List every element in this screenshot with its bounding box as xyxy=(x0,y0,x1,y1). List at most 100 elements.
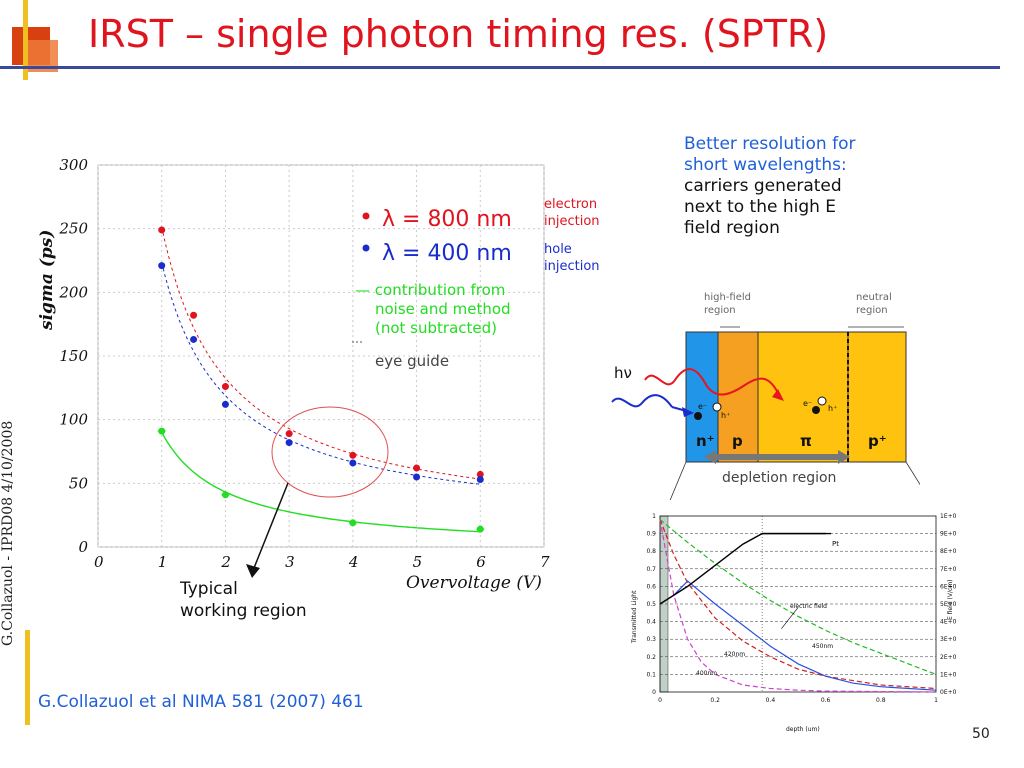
transmission-x-tick: 0.8 xyxy=(876,697,886,704)
annotation-typical: Typical xyxy=(179,579,238,599)
field-pointer xyxy=(781,607,799,629)
electron-2 xyxy=(812,406,820,414)
transmission-y-tick: 0.9 xyxy=(646,531,656,538)
transmission-y-tick: 0.7 xyxy=(646,566,656,573)
data-point-series-0 xyxy=(190,311,198,319)
zoom-line-left xyxy=(669,461,687,500)
y-tick-label: 50 xyxy=(69,474,89,492)
label-high-field-2: region xyxy=(704,305,736,316)
annotation-working-region: working region xyxy=(180,601,307,621)
zoom-line-right xyxy=(905,461,920,486)
transmission-y2-tick: 1E+06 xyxy=(940,513,956,520)
data-point-series-1 xyxy=(413,473,421,481)
x-tick-label: 1 xyxy=(158,553,168,571)
chart-points xyxy=(157,226,485,533)
transmission-y2-tick: 1E+05 xyxy=(940,671,956,678)
chart-curves xyxy=(161,226,481,533)
x-tick-label: 0 xyxy=(94,553,104,571)
data-point-series-0 xyxy=(221,383,229,391)
transmission-y-tick: 0.4 xyxy=(646,619,656,626)
label-n-plus: n⁺ xyxy=(696,432,715,450)
data-point-series-1 xyxy=(285,439,293,447)
transmission-series-1 xyxy=(659,519,937,690)
x-tick-label: 5 xyxy=(413,553,423,571)
legend-blue-marker xyxy=(362,244,370,252)
x-tick-label: 7 xyxy=(540,553,550,571)
data-point-series-1 xyxy=(221,400,229,408)
x-tick-label: 2 xyxy=(220,553,231,571)
transmission-y-tick: 0 xyxy=(652,689,656,696)
transmission-series-3 xyxy=(659,519,937,675)
legend-red-label: λ = 800 nm xyxy=(382,207,512,232)
transmission-grid xyxy=(659,515,937,693)
data-point-series-1 xyxy=(158,262,166,270)
hole-2 xyxy=(817,396,827,406)
label-e1: e⁻ xyxy=(698,402,707,411)
transmission-x-tick: 1 xyxy=(934,697,938,704)
annotation-400nm: 400nm xyxy=(696,670,717,677)
hole-1 xyxy=(712,402,722,412)
transmission-x-tick: 0.2 xyxy=(710,697,720,704)
label-neutral-2: region xyxy=(856,305,888,316)
y-tick-label: 250 xyxy=(58,220,88,238)
transmission-y2-tick: 7E+05 xyxy=(940,566,956,573)
y-tick-label: 200 xyxy=(58,283,88,301)
annotation-420nm: 420nm xyxy=(724,651,745,658)
transmission-y-tick: 0.8 xyxy=(646,548,656,555)
transmission-y-tick: 1 xyxy=(652,513,656,520)
x-axis-label: Overvoltage (V) xyxy=(406,573,542,593)
x-tick-label: 6 xyxy=(476,553,486,571)
blue-photon-tail xyxy=(671,406,691,413)
transmission-ticks: 0 0E+00 0.1 1E+05 0.2 2E+05 0.3 3E+05 0.4 4E+05 0.… xyxy=(646,513,956,704)
transmission-y2-tick: 6E+05 xyxy=(940,583,956,590)
series-curve-1 xyxy=(161,262,481,485)
y-tick-label: 150 xyxy=(59,347,88,365)
blue-photon-wave xyxy=(611,394,673,408)
transmission-y-tick: 0.2 xyxy=(646,654,656,661)
data-point-series-0 xyxy=(158,226,166,234)
transmission-y-tick: 0.5 xyxy=(646,601,656,608)
y-tick-label: 0 xyxy=(78,538,88,556)
legend-eye-guide: eye guide xyxy=(375,352,449,370)
y-axis-label: sigma (ps) xyxy=(37,230,57,331)
page-number: 50 xyxy=(972,726,990,742)
working-region-arrow xyxy=(251,482,289,574)
chart-ticks: 0 1 2 3 4 5 6 7 0 50 100 150 200 250 300 xyxy=(58,156,550,571)
depletion-arrow-left xyxy=(704,450,716,464)
data-point-series-0 xyxy=(476,470,484,478)
slide-header-decoration xyxy=(0,0,1000,80)
y-tick-label: 100 xyxy=(59,411,88,429)
transmission-curves xyxy=(659,519,937,693)
device-diagram: high-field region neutral region hν e⁻ h… xyxy=(611,292,920,500)
label-pi: π xyxy=(800,432,812,450)
legend-red-marker xyxy=(362,212,370,220)
legend-green-line2: noise and method xyxy=(375,300,511,318)
transmission-x-label: depth (um) xyxy=(786,726,820,733)
working-region-ellipse xyxy=(271,406,389,498)
transmission-y2-tick: 9E+05 xyxy=(940,531,956,538)
transmission-y-tick: 0.6 xyxy=(646,583,656,590)
footer-vertical-bar xyxy=(25,630,30,725)
transmission-series-0 xyxy=(659,519,937,693)
p-plus-layer xyxy=(847,331,907,463)
y-tick-label: 300 xyxy=(59,156,88,174)
annotation-electric-field: electric field xyxy=(790,603,827,610)
legend-red-note-1: electron xyxy=(544,197,597,212)
data-point-series-0 xyxy=(349,451,357,459)
series-curve-2 xyxy=(161,431,481,533)
header-underline xyxy=(0,66,1000,69)
label-p: p xyxy=(732,432,743,450)
transmission-x-tick: 0.6 xyxy=(821,697,831,704)
label-p-plus: p⁺ xyxy=(868,432,887,450)
transmission-x-tick: 0.4 xyxy=(766,697,776,704)
transmission-series-2 xyxy=(673,580,937,691)
chart-grid xyxy=(97,164,545,548)
depletion-arrow-right xyxy=(838,450,850,464)
sigma-chart: 0 1 2 3 4 5 6 7 0 50 100 150 200 250 300 sigma (ps) Ov… xyxy=(37,156,600,621)
data-point-series-1 xyxy=(476,476,484,484)
transmission-x-tick: 0 xyxy=(658,697,662,704)
transmission-y-label: Transmitted Light xyxy=(631,590,638,644)
data-point-series-1 xyxy=(349,459,357,467)
annotation-450nm: 450nm xyxy=(812,643,833,650)
side-vertical-text: G.Collazuol - IPRD08 4/10/2008 xyxy=(0,420,16,646)
